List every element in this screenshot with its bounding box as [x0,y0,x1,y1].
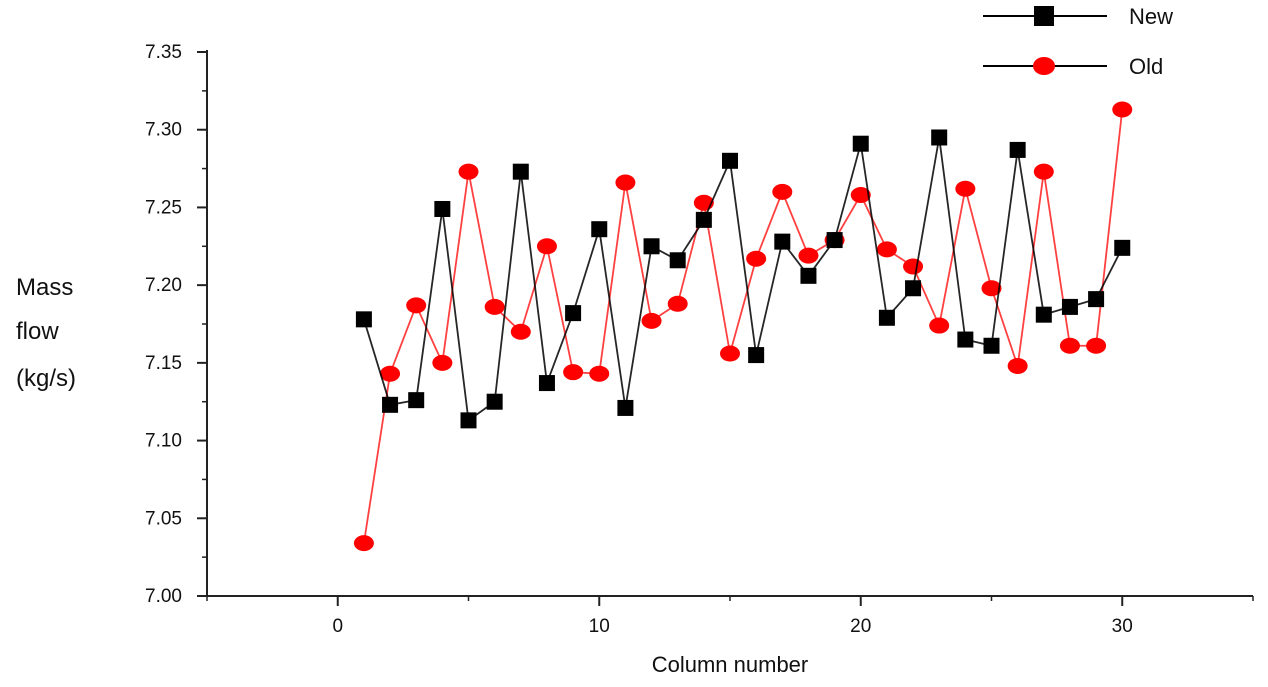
y-axis-label-line-1: Mass [16,274,74,301]
data-point-old [432,354,453,371]
legend-marker-old [1033,57,1055,75]
data-point-old [798,247,819,264]
legend: New Old [983,4,1173,79]
data-point-old [876,241,897,258]
data-point-new [355,311,372,328]
x-tick-label: 0 [332,616,343,637]
data-point-new [695,211,712,228]
series-line-old [363,109,1124,544]
data-point-old [850,186,871,203]
data-point-new [1088,291,1105,308]
data-point-old [720,345,740,362]
data-point-new [774,233,791,250]
data-point-old [484,298,505,315]
data-point-new [1061,298,1078,315]
y-tick-label: 7.30 [145,120,182,141]
data-point-new [1009,141,1026,158]
data-point-new [983,337,1000,354]
legend-marker-new [1034,6,1054,26]
y-tick-label: 7.35 [145,42,182,63]
y-tick-label: 7.25 [145,197,182,218]
data-point-old [406,297,427,314]
data-point-new [957,331,974,348]
data-point-new [486,393,503,410]
data-point-new [800,267,817,284]
data-point-old [380,365,401,382]
series-old [353,101,1133,552]
y-tick-label: 7.10 [145,431,182,452]
data-point-new [722,152,738,169]
y-axis-label-line-3: (kg/s) [16,365,76,392]
data-point-new [748,347,765,364]
x-tick-label: 20 [850,616,871,637]
data-point-old [903,258,924,275]
data-point-old [772,183,793,200]
data-point-new [669,252,686,269]
y-tick-label: 7.05 [145,508,182,529]
data-point-new [538,375,555,392]
data-point-old [615,174,636,191]
data-point-old [458,163,479,180]
data-point-new [878,309,895,326]
data-point-new [460,412,477,429]
data-point-new [591,221,608,238]
data-point-old [981,280,1002,297]
y-tick-label: 7.20 [145,275,182,296]
data-point-new [643,238,660,255]
data-point-old [1086,337,1107,354]
data-point-old [929,317,950,334]
data-point-old [955,180,976,197]
y-tick-label: 7.15 [145,353,182,374]
data-point-old [353,535,374,552]
x-axis-title: Column number [652,652,809,677]
data-point-old [746,250,767,267]
series-line-new [363,136,1124,422]
data-point-new [434,200,451,217]
data-point-new [617,399,634,416]
data-point-new [512,163,529,180]
data-point-new [905,280,922,297]
data-point-new [1114,239,1131,256]
data-point-new [408,392,425,409]
data-point-old [1007,357,1028,374]
data-point-old [589,365,610,382]
legend-label-new: New [1129,4,1173,29]
y-axis-label-line-2: flow [16,318,59,345]
data-point-old [641,312,662,329]
data-point-old [667,295,688,312]
series-new [355,129,1131,429]
data-point-new [826,232,843,249]
x-tick-label: 10 [589,616,610,637]
data-point-new [382,396,399,413]
x-tick-label: 30 [1112,616,1133,637]
data-point-old [1033,163,1054,180]
data-point-old [563,364,584,381]
data-point-old [536,238,557,255]
y-tick-label: 7.00 [145,586,182,607]
data-point-new [1035,306,1052,323]
legend-label-old: Old [1129,54,1163,79]
data-point-new [931,129,948,146]
data-point-old [1059,337,1080,354]
data-point-new [565,305,582,322]
data-point-new [852,135,869,152]
data-point-old [510,323,531,340]
data-point-old [1112,101,1133,118]
